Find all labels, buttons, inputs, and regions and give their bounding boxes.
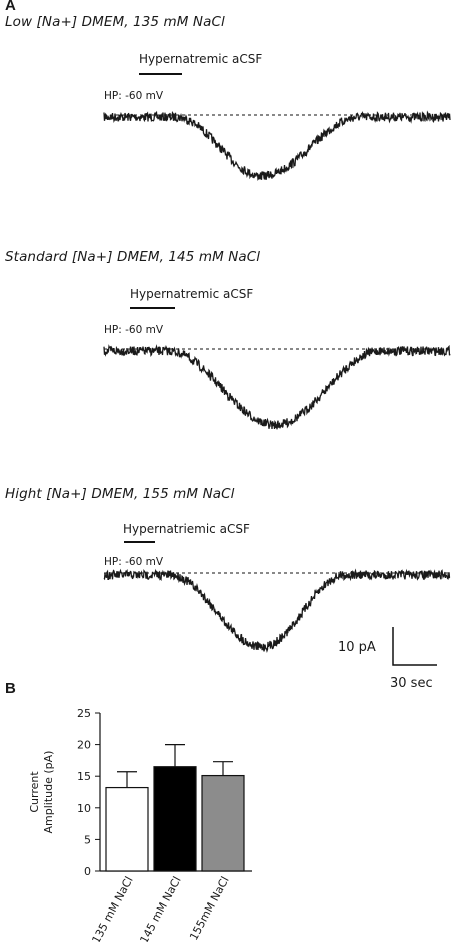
trace-2-condition: Standard [Na+] DMEM, 145 mM NaCl (5, 249, 261, 265)
y-tick-label: 10 (77, 802, 91, 815)
bar-3 (201, 774, 245, 872)
trace-3-holding-potential: HP: -60 mV (104, 556, 164, 568)
panel-b-letter: B (5, 680, 16, 697)
trace-1-condition: Low [Na+] DMEM, 135 mM NaCl (5, 14, 225, 30)
y-tick-label: 5 (84, 833, 91, 846)
panel-a-letter: A (5, 0, 16, 14)
scale-bar (392, 627, 437, 666)
trace-3-stimulus-label: Hypernatriemic aCSF (123, 522, 250, 536)
bar-2 (153, 766, 197, 872)
trace-1-holding-potential: HP: -60 mV (104, 90, 164, 102)
scale-bar-current-label: 10 pA (338, 640, 376, 655)
x-tick-label: 145 mM NaCl (137, 874, 183, 942)
y-tick-label: 25 (77, 707, 91, 720)
trace-1-stimulus-label: Hypernatremic aCSF (139, 52, 263, 66)
y-tick-label: 0 (84, 865, 91, 878)
trace-2-stimulus-label: Hypernatremic aCSF (130, 287, 254, 301)
trace-1-current-recording (103, 110, 451, 181)
y-tick-label: 15 (77, 770, 91, 783)
trace-2-current-recording (103, 344, 451, 430)
x-tick-label: 135 mM NaCl (89, 874, 135, 942)
trace-3-current-recording (103, 568, 451, 654)
scale-bar-time-label: 30 sec (390, 676, 433, 691)
x-tick-label: 155mM NaCl (187, 874, 232, 942)
trace-2-holding-potential: HP: -60 mV (104, 324, 164, 336)
trace-3-condition: Hight [Na+] DMEM, 155 mM NaCl (5, 486, 235, 502)
y-tick-label: 20 (77, 739, 91, 752)
amplitude-bar-chart: 0 5 10 15 20 25 CurrentAmplitude (pA) 135 mM Na… (28, 707, 252, 942)
bar-1 (105, 786, 149, 872)
y-axis-label: CurrentAmplitude (pA) (28, 751, 55, 834)
